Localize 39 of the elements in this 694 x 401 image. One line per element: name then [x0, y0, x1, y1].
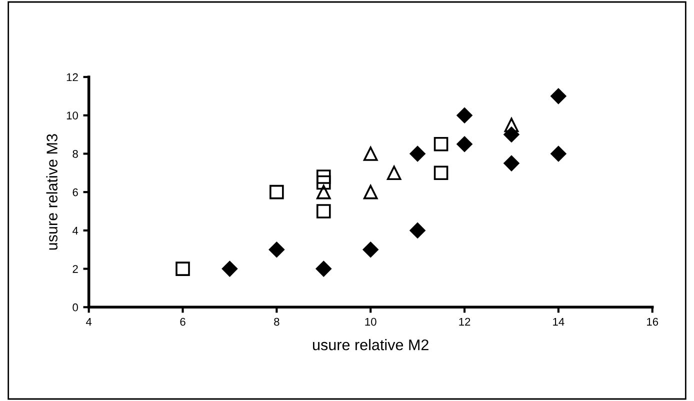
- point: [410, 146, 426, 162]
- point: [362, 242, 378, 258]
- point: [456, 136, 472, 152]
- y-tick-label: 12: [66, 73, 78, 82]
- point: [550, 146, 566, 162]
- point: [504, 156, 520, 172]
- point: [363, 146, 378, 161]
- x-tick-label: 4: [86, 318, 92, 326]
- y-tick-label: 6: [72, 188, 78, 196]
- point: [363, 184, 378, 200]
- point: [176, 262, 190, 276]
- point: [316, 175, 331, 190]
- y-tick-label: 8: [72, 150, 78, 158]
- x-tick-label: 14: [553, 318, 564, 326]
- point: [316, 184, 331, 200]
- point: [270, 184, 284, 200]
- x-tick-label: 10: [365, 318, 376, 326]
- y-tick-label: 2: [72, 265, 78, 273]
- point: [222, 261, 238, 277]
- point: [456, 108, 472, 124]
- x-axis-title: usure relative M2: [313, 339, 428, 350]
- x-tick-label: 16: [647, 318, 658, 326]
- point: [316, 204, 331, 218]
- point: [410, 222, 426, 238]
- point: [316, 170, 331, 184]
- point: [386, 166, 402, 180]
- y-tick-label: 4: [72, 226, 78, 234]
- point: [504, 118, 519, 132]
- y-tick-label: 10: [66, 112, 78, 120]
- point: [316, 261, 332, 277]
- point: [434, 136, 448, 152]
- y-axis-title: usure relative M3: [46, 134, 58, 250]
- x-tick-label: 12: [459, 318, 470, 326]
- point: [434, 166, 448, 180]
- x-tick-label: 8: [274, 318, 280, 326]
- point: [550, 88, 566, 104]
- point: [268, 242, 284, 258]
- x-tick-label: 6: [180, 318, 186, 326]
- y-tick-label: 0: [72, 303, 78, 312]
